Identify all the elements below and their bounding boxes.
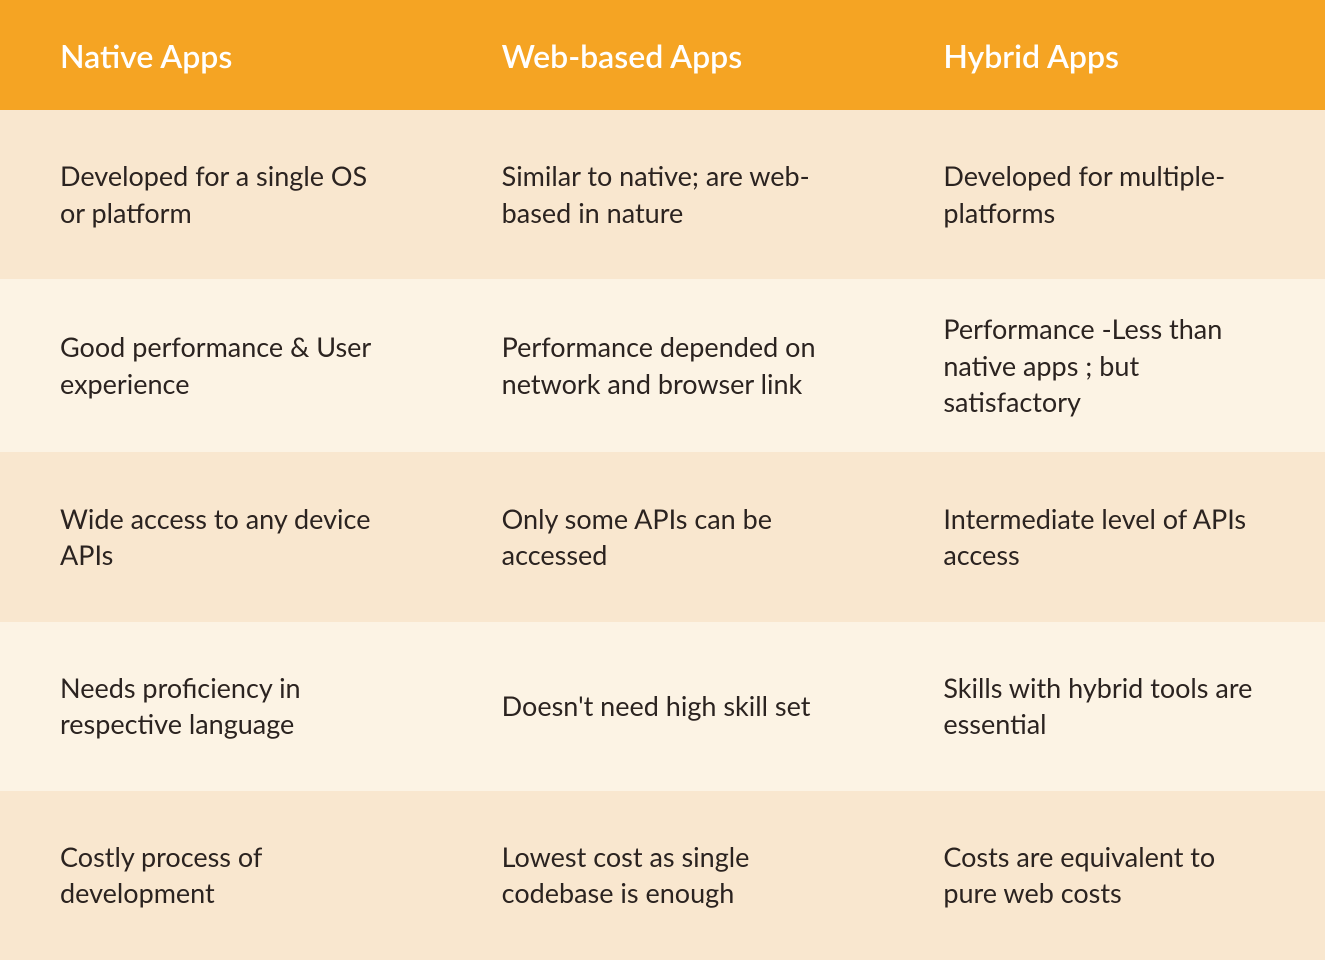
table-cell: Developed for a single OS or platform [0, 110, 442, 279]
table-cell: Performance -Less than native apps ; but… [883, 279, 1325, 452]
table-cell: Developed for multiple-platforms [883, 110, 1325, 279]
table-cell: Similar to native; are web-based in natu… [442, 110, 884, 279]
table-cell: Performance depended on network and brow… [442, 279, 884, 452]
table-row: Wide access to any device APIs Only some… [0, 452, 1325, 621]
table-cell: Needs proficiency in respective language [0, 622, 442, 791]
table-row: Developed for a single OS or platform Si… [0, 110, 1325, 279]
table-row: Costly process of development Lowest cos… [0, 791, 1325, 960]
table-header-row: Native Apps Web-based Apps Hybrid Apps [0, 0, 1325, 110]
table-row: Good performance & User experience Perfo… [0, 279, 1325, 452]
table-cell: Costly process of development [0, 791, 442, 960]
table-cell: Intermediate level of APIs access [883, 452, 1325, 621]
table-row: Needs proficiency in respective language… [0, 622, 1325, 791]
table-cell: Good performance & User experience [0, 279, 442, 452]
table-cell: Costs are equivalent to pure web costs [883, 791, 1325, 960]
table-cell: Skills with hybrid tools are essential [883, 622, 1325, 791]
column-header-web: Web-based Apps [442, 0, 884, 110]
column-header-hybrid: Hybrid Apps [883, 0, 1325, 110]
table-cell: Lowest cost as single codebase is enough [442, 791, 884, 960]
column-header-native: Native Apps [0, 0, 442, 110]
table-cell: Wide access to any device APIs [0, 452, 442, 621]
comparison-table: Native Apps Web-based Apps Hybrid Apps D… [0, 0, 1325, 960]
table-cell: Doesn't need high skill set [442, 622, 884, 791]
table-cell: Only some APIs can be accessed [442, 452, 884, 621]
